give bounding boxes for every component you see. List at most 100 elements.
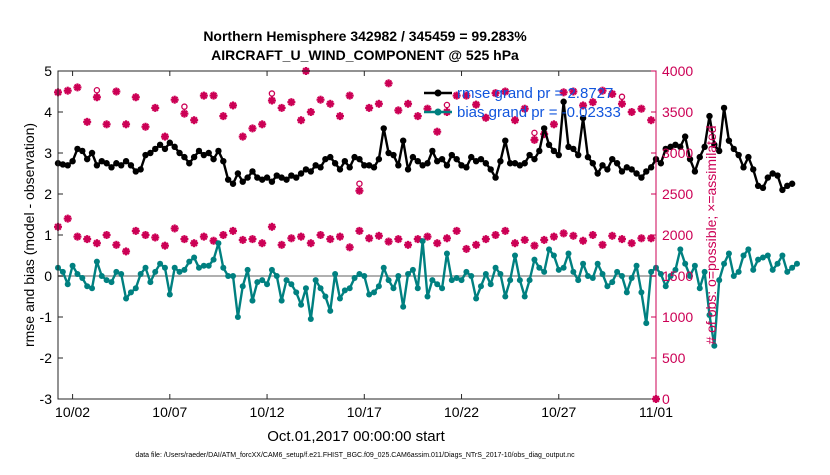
bias-point [648,268,655,275]
bias-point [239,283,246,290]
y-right-tick-label: 1000 [662,309,693,325]
obs-assimilated-low-point [190,239,199,248]
bias-point [195,264,202,271]
obs-assimilated-high-point [481,113,490,122]
bias-point [395,273,402,279]
bias-point [191,254,198,261]
obs-assimilated-low-point [345,243,354,252]
obs-assimilated-high-point [355,186,364,195]
bias-point [302,285,309,292]
rmse-point [224,176,232,183]
bias-point [463,268,470,275]
obs-assimilated-low-point [258,239,267,248]
rmse-point [186,160,193,167]
rmse-point [487,166,494,173]
obs-assimilated-low-point [355,226,364,235]
rmse-point [730,145,737,153]
bias-point [492,264,499,271]
obs-assimilated-low-point [112,240,121,249]
rmse-point [365,162,373,169]
y-right-tick-label: 3000 [662,145,693,161]
rmse-point [584,153,592,161]
obs-assimilated-high-point [248,124,257,133]
bias-point [283,277,290,284]
rmse-point [249,168,256,175]
bias-point [502,293,509,300]
bias-point [351,275,358,282]
obs-assimilated-low-point [316,231,325,239]
y-left-tick-label: 2 [44,186,52,202]
bias-point [123,295,130,302]
rmse-point [83,155,91,163]
bias-point [759,254,766,261]
bias-point [74,270,81,277]
obs-possible-point [93,86,101,94]
legend-label-bias: bias grand pr = -0.02333 [457,104,621,121]
rmse-point [132,168,139,175]
bias-point [385,277,392,284]
obs-assimilated-low-point [637,234,646,243]
rmse-point [118,162,125,169]
obs-assimilated-high-point [559,88,568,97]
rmse-point [113,160,120,167]
obs-assimilated-high-point [199,91,208,100]
bias-point [682,260,689,267]
bias-point [298,301,305,308]
bias-point [225,273,232,279]
bias-point [706,311,713,318]
bias-point [278,297,285,304]
bias-point [103,277,110,284]
obs-assimilated-low-point [511,239,520,248]
x-tick-label: 10/12 [250,404,285,420]
bias-point [755,256,762,263]
rmse-point [74,145,81,153]
rmse-point [443,162,451,169]
obs-possible-point [443,101,451,109]
obs-assimilated-low-point [549,232,558,241]
bias-point [609,279,616,286]
obs-possible-point [531,129,538,137]
rmse-point [482,160,490,167]
bias-point [774,260,781,267]
obs-assimilated-high-point [229,101,238,110]
obs-assimilated-low-point [63,214,72,223]
obs-assimilated-low-point [73,232,82,241]
rmse-point [623,164,631,171]
rmse-point [122,158,130,165]
bias-series [55,238,800,349]
bias-point [701,268,708,275]
rmse-point [336,166,344,173]
rmse-point [754,182,762,189]
obs-assimilated-high-point [209,91,218,100]
rmse-point [633,170,640,177]
bias-point [390,285,397,292]
bias-point [293,289,300,296]
rmse-point [788,180,796,187]
bias-point [307,316,314,323]
rmse-point [686,155,694,163]
bias-point [200,262,207,269]
x-tick-label: 10/27 [541,404,576,420]
y-right-tick-label: 2000 [662,227,693,243]
obs-possible-point [356,180,363,187]
footnote-data-file: data file: /Users/raeder/DAI/ATM_forcXX/… [135,452,575,459]
obs-assimilated-low-point [608,231,617,240]
bias-point [740,252,747,259]
rmse-point [521,160,528,167]
obs-assimilated-low-point [267,222,276,231]
bias-point [750,266,757,273]
obs-assimilated-high-point [433,127,442,136]
obs-assimilated-high-point [462,91,471,100]
rmse-point [137,166,144,173]
obs-assimilated-low-point [141,231,150,239]
obs-assimilated-high-point [238,132,247,141]
bias-point [784,268,791,275]
y-right-tick-label: 0 [662,391,670,407]
rmse-point [779,186,786,194]
obs-assimilated-high-point [219,112,228,121]
bias-point [181,266,188,273]
bias-point [108,279,115,286]
rmse-point [322,155,329,163]
obs-assimilated-low-point [384,237,393,246]
rmse-point [599,162,606,169]
